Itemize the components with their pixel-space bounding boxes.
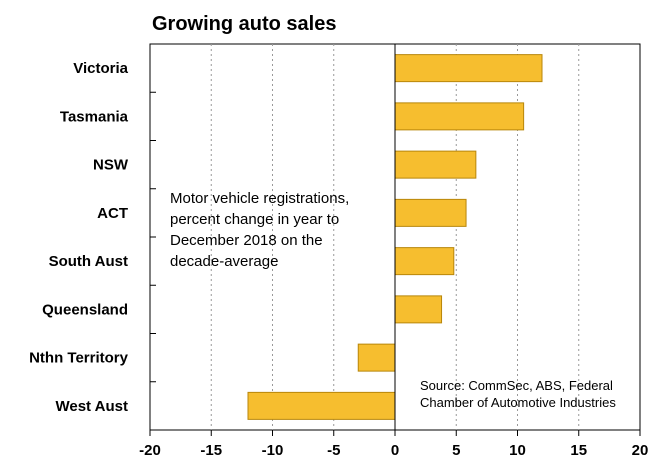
category-label: ACT xyxy=(97,205,128,222)
category-label: West Aust xyxy=(55,398,128,415)
source-line-2: Chamber of Automotive Industries xyxy=(420,395,616,410)
category-label: Queensland xyxy=(42,301,128,318)
bar xyxy=(395,55,542,82)
category-label: Tasmania xyxy=(60,108,129,125)
x-tick-label: 5 xyxy=(452,442,460,458)
annotation-line-1: Motor vehicle registrations, xyxy=(170,190,349,207)
category-label: South Aust xyxy=(49,253,128,270)
source-line-1: Source: CommSec, ABS, Federal xyxy=(420,378,613,393)
category-label: NSW xyxy=(93,157,129,174)
bar xyxy=(395,248,454,275)
bar xyxy=(395,151,476,178)
category-label: Victoria xyxy=(73,60,128,77)
bar xyxy=(395,296,442,323)
x-tick-label: 0 xyxy=(391,442,399,458)
x-tick-label: 20 xyxy=(632,442,649,458)
x-tick-label: -5 xyxy=(327,442,340,458)
x-tick-label: 10 xyxy=(509,442,526,458)
bar xyxy=(358,344,395,371)
annotation-line-3: December 2018 on the xyxy=(170,232,323,249)
category-label: Nthn Territory xyxy=(29,350,129,367)
category-labels: Victoria Tasmania NSW ACT South Aust Queensla… xyxy=(29,60,129,415)
bar xyxy=(395,103,524,130)
chart-source: Source: CommSec, ABS, Federal Chamber of… xyxy=(420,378,617,410)
x-tick-label: -10 xyxy=(262,442,284,458)
bar xyxy=(248,392,395,419)
chart-annotation: Motor vehicle registrations, percent cha… xyxy=(170,190,353,270)
annotation-line-2: percent change in year to xyxy=(170,211,339,228)
x-tick-label: 15 xyxy=(570,442,587,458)
x-tick-label: -20 xyxy=(139,442,161,458)
bar xyxy=(395,199,466,226)
annotation-line-4: decade-average xyxy=(170,253,278,270)
chart-title: Growing auto sales xyxy=(152,13,336,35)
x-tick-label: -15 xyxy=(200,442,222,458)
